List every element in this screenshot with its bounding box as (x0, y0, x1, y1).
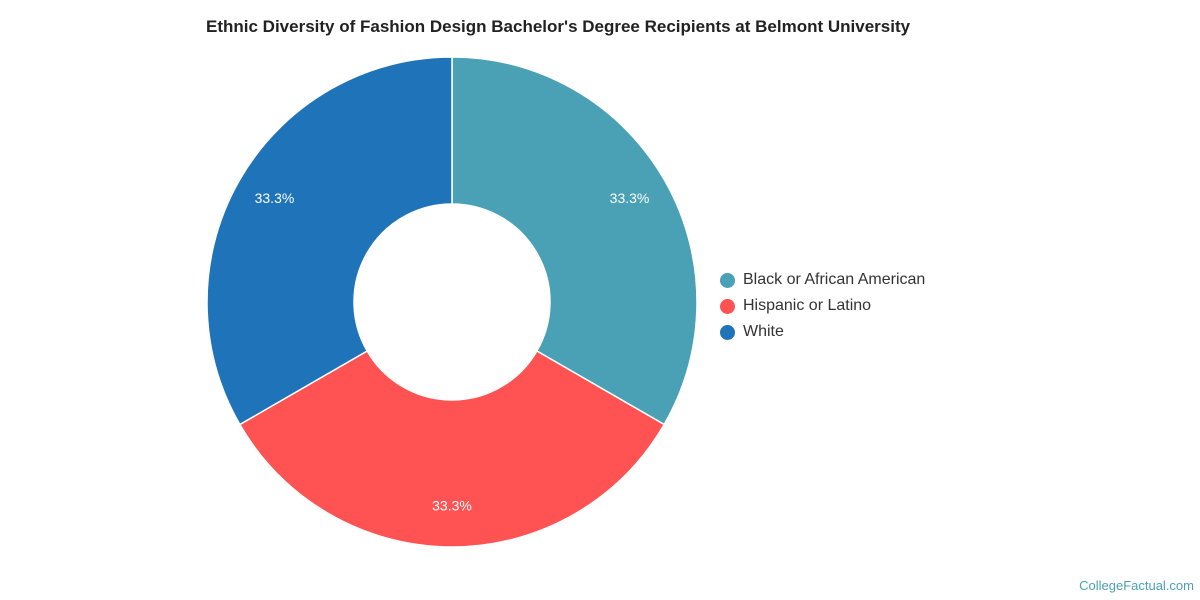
pie-slice-black-or-african-american[interactable] (451, 56, 698, 426)
legend-swatch-icon (720, 324, 735, 340)
source-credit[interactable]: CollegeFactual.com (1079, 578, 1194, 593)
slice-data-label: 33.3% (255, 190, 295, 206)
legend-item-white[interactable]: White (720, 319, 925, 345)
legend-label: Black or African American (743, 271, 926, 288)
slice-data-label: 33.3% (432, 498, 472, 514)
legend-swatch-icon (720, 272, 735, 288)
legend-label: White (743, 323, 784, 340)
pie-slice-hispanic-or-latino[interactable] (238, 349, 666, 548)
legend-item-hispanic-or-latino[interactable]: Hispanic or Latino (720, 293, 925, 319)
chart-legend: Black or African American Hispanic or La… (720, 267, 925, 345)
legend-label: Hispanic or Latino (743, 297, 872, 314)
slice-data-label: 33.3% (610, 190, 650, 206)
chart-title: Ethnic Diversity of Fashion Design Bache… (206, 17, 911, 36)
pie-slice-white[interactable] (206, 56, 453, 426)
legend-item-black-or-african-american[interactable]: Black or African American (720, 267, 925, 293)
legend-swatch-icon (720, 298, 735, 314)
